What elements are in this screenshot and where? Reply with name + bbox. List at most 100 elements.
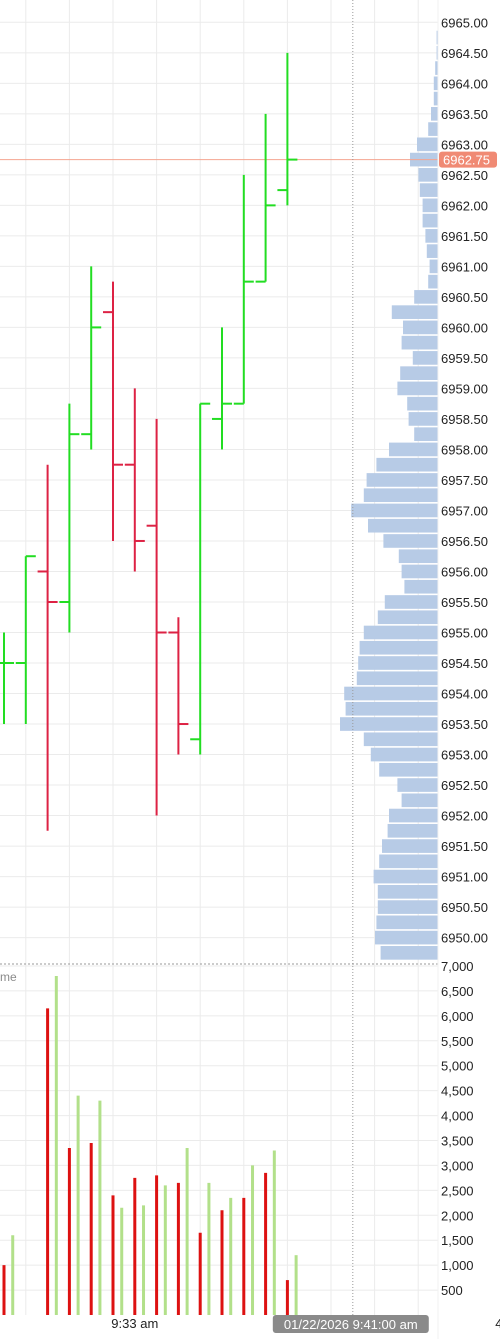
profile-bar [428,122,438,136]
volume-tick-label: 4,500 [441,1084,474,1099]
profile-bar [425,229,438,243]
profile-bar [356,671,438,686]
price-tick-label: 6951.00 [441,870,488,885]
profile-bar [387,823,438,838]
last-price-badge [439,151,497,168]
price-tick-label: 6954.50 [441,656,488,671]
ohlc-bars[interactable] [0,52,298,831]
profile-bar [401,793,438,808]
profile-bar [377,885,438,899]
volume-tick-label: 5,000 [441,1059,474,1074]
profile-bar [383,534,438,548]
volume-axis[interactable]: 500 1,000 1,500 2,000 2,500 3,000 3,500 4,000 4,… [441,959,474,1298]
profile-bar [401,564,438,579]
price-tick-label: 6962.00 [441,198,488,213]
profile-bar [414,290,438,304]
profile-bar [370,747,438,762]
price-tick-label: 6953.00 [441,748,488,763]
profile-bar [418,168,438,182]
volume-tick-label: 5,500 [441,1034,474,1049]
profile-bar [408,412,438,426]
profile-bar [379,762,438,777]
crosshair-time-label: 01/22/2026 9:41:00 am [284,1317,418,1332]
price-tick-label: 6960.00 [441,320,488,335]
profile-bar [389,808,438,823]
price-tick-label: 6962.50 [441,168,488,183]
price-tick-label: 6950.50 [441,900,488,915]
ohlc-bar[interactable] [277,52,298,206]
ohlc-bar[interactable] [233,174,254,405]
profile-bar [363,625,438,640]
ohlc-bar[interactable] [37,464,58,831]
ohlc-bar[interactable] [255,113,276,283]
profile-bar [417,137,438,152]
ohlc-bar[interactable] [190,402,211,755]
volume-tick-label: 3,000 [441,1158,474,1173]
profile-bar [403,320,438,335]
price-tick-label: 6951.50 [441,839,488,854]
profile-bar [433,76,438,91]
price-tick-label: 6960.50 [441,290,488,305]
volume-bars[interactable] [2,975,298,1315]
ohlc-bar[interactable] [59,403,80,633]
profile-bar [400,366,438,380]
profile-bar [377,610,438,625]
profile-bar [368,518,438,533]
volume-tick-label: 1,500 [441,1233,474,1248]
volume-tick-label: 3,500 [441,1134,474,1149]
profile-bar [436,30,438,45]
ohlc-bar[interactable] [146,418,167,816]
ohlc-bar[interactable] [103,281,123,541]
profile-bar [404,579,438,594]
profile-bar [389,442,438,457]
axis-badges: 6962.75 01/22/2026 9:41:00 am [272,151,497,1333]
profile-bar [384,595,438,609]
profile-bar [380,946,438,960]
crosshair-time-badge [272,1315,429,1333]
price-tick-label: 6952.50 [441,778,488,793]
profile-bar [373,869,438,884]
price-tick-label: 6959.00 [441,381,488,396]
ohlc-bar[interactable] [0,632,14,725]
price-tick-label: 6964.50 [441,46,488,61]
profile-bar [377,900,438,914]
profile-bar [433,91,438,106]
profile-bar [428,274,438,289]
volume-pane-label: me [0,970,17,984]
ohlc-bar[interactable] [168,617,189,755]
profile-bar [431,107,438,121]
ohlc-bar[interactable] [212,327,232,450]
price-tick-label: 6963.50 [441,107,488,122]
volume-tick-label: 1,000 [441,1258,474,1273]
price-tick-label: 6958.50 [441,412,488,427]
profile-bar [379,854,438,869]
volume-tick-label: 500 [441,1283,463,1298]
ohlc-bar[interactable] [15,555,36,725]
profile-bar [366,473,438,487]
price-axis[interactable]: 6950.00 6950.50 6951.00 6951.50 6952.00 6952.… [437,0,488,1339]
profile-bar [397,778,438,792]
price-tick-label: 6961.50 [441,229,488,244]
price-tick-label: 6956.00 [441,564,488,579]
price-tick-label: 6959.50 [441,351,488,366]
profile-bar [435,61,438,75]
profile-bar [436,45,438,60]
pane-divider[interactable]: me [0,963,438,984]
price-tick-label: 6950.00 [441,931,488,946]
price-tick-label: 6957.00 [441,503,488,518]
time-axis[interactable]: 9:33 am 4 am [111,1316,500,1331]
profile-bar [426,244,438,258]
profile-bar [422,213,438,228]
price-tick-label: 6964.00 [441,76,488,91]
last-price-label: 6962.75 [443,153,490,168]
ohlc-bar[interactable] [124,388,145,572]
price-tick-label: 6958.00 [441,442,488,457]
volume-profile [340,30,438,960]
time-tick-label: 4 am [495,1316,500,1331]
ohlc-bar[interactable] [81,266,102,450]
price-tick-label: 6954.00 [441,687,488,702]
profile-bar [382,839,438,853]
time-tick-label: 9:33 am [111,1316,158,1331]
